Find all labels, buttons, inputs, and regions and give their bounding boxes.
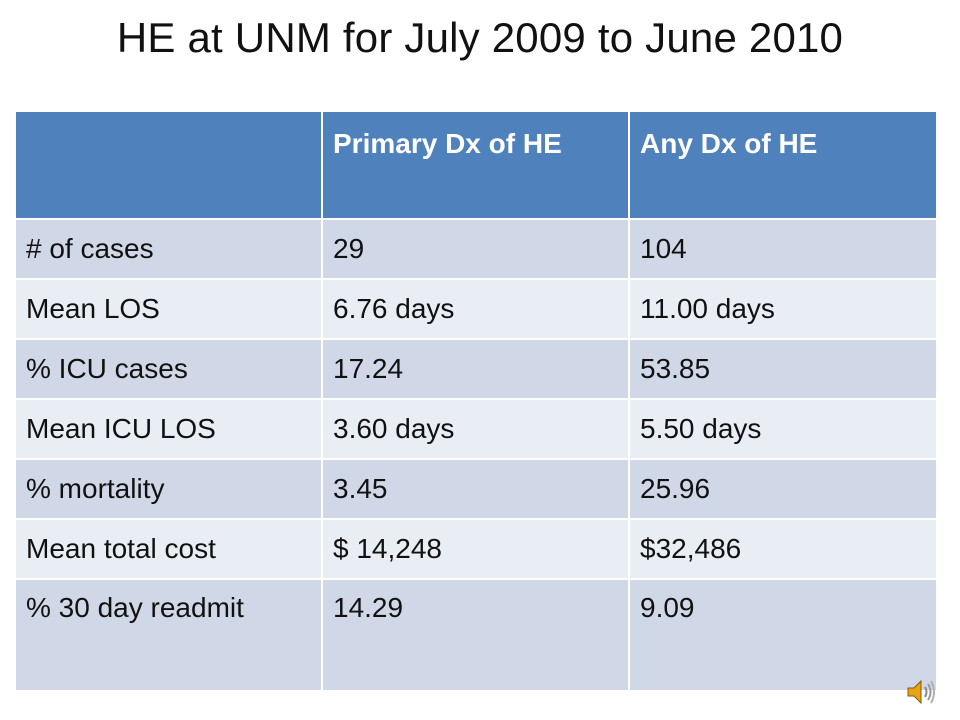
row-label: # of cases — [14, 218, 323, 280]
row-label: % mortality — [14, 458, 323, 520]
header-empty-cell — [14, 110, 323, 220]
table-row: % 30 day readmit 14.29 9.09 — [14, 578, 938, 692]
table-row: % ICU cases 17.24 53.85 — [14, 338, 938, 400]
table-row: % mortality 3.45 25.96 — [14, 458, 938, 520]
header-any-dx: Any Dx of HE — [628, 110, 938, 220]
row-label: % 30 day readmit — [14, 578, 323, 692]
header-primary-dx: Primary Dx of HE — [321, 110, 630, 220]
any-dx-value: $32,486 — [628, 518, 938, 580]
table-header-row: Primary Dx of HE Any Dx of HE — [14, 110, 938, 220]
row-label: Mean total cost — [14, 518, 323, 580]
primary-dx-value: 14.29 — [321, 578, 630, 692]
any-dx-value: 9.09 — [628, 578, 938, 692]
primary-dx-value: 29 — [321, 218, 630, 280]
table-row: Mean ICU LOS 3.60 days 5.50 days — [14, 398, 938, 460]
any-dx-value: 53.85 — [628, 338, 938, 400]
primary-dx-value: 17.24 — [321, 338, 630, 400]
he-statistics-table: Primary Dx of HE Any Dx of HE # of cases… — [14, 110, 938, 692]
row-label: Mean LOS — [14, 278, 323, 340]
primary-dx-value: 3.60 days — [321, 398, 630, 460]
any-dx-value: 11.00 days — [628, 278, 938, 340]
row-label: % ICU cases — [14, 338, 323, 400]
table-row: Mean total cost $ 14,248 $32,486 — [14, 518, 938, 580]
row-label: Mean ICU LOS — [14, 398, 323, 460]
any-dx-value: 25.96 — [628, 458, 938, 520]
table-row: # of cases 29 104 — [14, 218, 938, 280]
slide-title: HE at UNM for July 2009 to June 2010 — [116, 14, 844, 61]
any-dx-value: 5.50 days — [628, 398, 938, 460]
primary-dx-value: 3.45 — [321, 458, 630, 520]
primary-dx-value: $ 14,248 — [321, 518, 630, 580]
speaker-icon[interactable] — [906, 678, 938, 706]
table-row: Mean LOS 6.76 days 11.00 days — [14, 278, 938, 340]
any-dx-value: 104 — [628, 218, 938, 280]
primary-dx-value: 6.76 days — [321, 278, 630, 340]
